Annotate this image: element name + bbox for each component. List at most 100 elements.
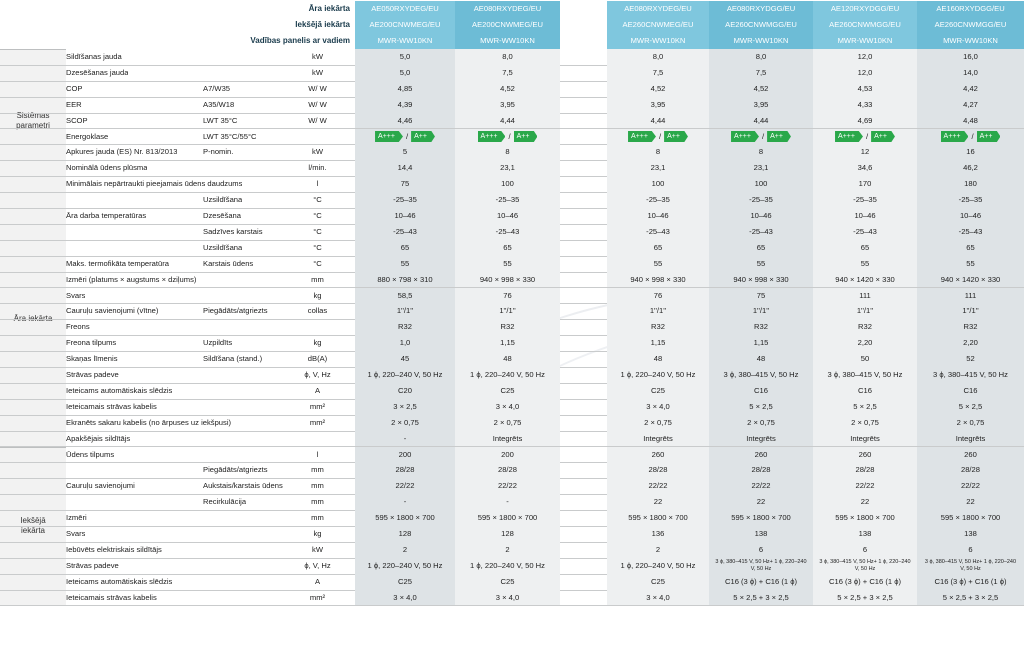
row-unit: kW bbox=[312, 67, 323, 77]
value-cell: -25–35 bbox=[813, 192, 917, 208]
value-text: 22/22 bbox=[648, 481, 668, 491]
value-text: Integrēts bbox=[492, 433, 523, 443]
value-text: 2 × 0,75 bbox=[956, 417, 985, 427]
row-label: Āra darba temperatūras bbox=[66, 211, 147, 220]
row-label: Apkures jauda (ES) Nr. 813/2013 bbox=[66, 147, 178, 157]
value-cell: 34,6 bbox=[813, 160, 917, 177]
energy-class-badges: A+++ / A++ bbox=[731, 131, 791, 142]
row-unit: mm bbox=[311, 481, 324, 491]
value-cell: 3 ϕ, 380–415 V, 50 Hz+ 1 ϕ, 220–240 V, 5… bbox=[917, 557, 1024, 574]
row-unit: °C bbox=[313, 242, 322, 252]
value-cell: 4,27 bbox=[917, 96, 1024, 113]
value-cell: 2 × 0,75 bbox=[455, 414, 560, 431]
value-cell: -25–43 bbox=[917, 223, 1024, 240]
value-text: 4,44 bbox=[650, 115, 666, 125]
value-cell: 2 × 0,75 bbox=[607, 414, 709, 431]
row-unit: ϕ, V, Hz bbox=[304, 560, 331, 570]
row-label: Strāvas padeve bbox=[66, 370, 119, 379]
value-cell: 3 × 4,0 bbox=[455, 589, 560, 606]
row-unit: l bbox=[316, 449, 319, 459]
value-text: 12,0 bbox=[857, 52, 873, 61]
value-text: 128 bbox=[501, 529, 514, 538]
value-cell: 595 × 1800 × 700 bbox=[355, 510, 455, 526]
value-text: 1,15 bbox=[500, 338, 515, 348]
table-row: Minimālais nepārtraukti pieejamais ūdens… bbox=[0, 176, 1024, 194]
row-unit: kg bbox=[313, 338, 322, 348]
value-text: 65 bbox=[966, 242, 975, 252]
value-cell: 595 × 1800 × 700 bbox=[455, 510, 560, 526]
value-text: 3,95 bbox=[500, 99, 515, 109]
value-cell: 3 ϕ, 380–415 V, 50 Hz bbox=[917, 367, 1024, 383]
value-text: 28/28 bbox=[497, 465, 517, 475]
value-text: 46,2 bbox=[963, 163, 978, 173]
value-text: 65 bbox=[653, 242, 663, 252]
value-cell: 5 × 2,5 bbox=[917, 398, 1024, 415]
table-row: Uzsildīšana °C 65 65 65 65 65 65 bbox=[0, 239, 1024, 257]
value-cell: R32 bbox=[813, 319, 917, 336]
row-sub: LWT 35°C/55°C bbox=[203, 131, 257, 141]
value-cell: 3 × 4,0 bbox=[455, 398, 560, 415]
row-label: Svars bbox=[66, 529, 86, 538]
value-cell: 7,5 bbox=[709, 64, 813, 81]
value-text: 4,44 bbox=[753, 115, 769, 125]
table-row: Cauruļu savienojumi (vītne) Piegādāts/atg… bbox=[0, 303, 1024, 321]
value-text: 940 × 1420 × 330 bbox=[835, 274, 895, 284]
value-text: 595 × 1800 × 700 bbox=[731, 513, 791, 523]
value-text: 28/28 bbox=[960, 465, 980, 475]
value-cell: 100 bbox=[607, 176, 709, 193]
row-sub: LWT 35°C bbox=[203, 115, 238, 125]
value-cell: -25–35 bbox=[917, 192, 1024, 208]
energy-separator: / bbox=[761, 131, 765, 141]
header-model-cell: AE260CNWMGG/EU bbox=[709, 17, 813, 33]
value-cell: 111 bbox=[917, 287, 1024, 304]
value-text: 55 bbox=[503, 258, 512, 268]
header-model-cell: AE080RXYDEG/EU bbox=[455, 1, 560, 17]
energy-class-badge: A++ bbox=[513, 131, 538, 142]
value-cell: 138 bbox=[813, 526, 917, 542]
value-cell: 8,0 bbox=[455, 49, 560, 65]
row-unit: l bbox=[316, 179, 319, 189]
value-text: 5 × 2,5 + 3 × 2,5 bbox=[733, 592, 789, 602]
value-cell: 1''/1'' bbox=[709, 303, 813, 320]
energy-class-badge: A++ bbox=[767, 131, 791, 142]
value-cell: 22 bbox=[607, 494, 709, 511]
value-cell: 1''/1'' bbox=[455, 303, 560, 320]
value-text: 1''/1'' bbox=[649, 306, 667, 316]
value-cell: 3,95 bbox=[709, 96, 813, 113]
row-sub: Uzsildīšana bbox=[203, 195, 243, 205]
value-cell: 3 ϕ, 380–415 V, 50 Hz+ 1 ϕ, 220–240 V, 5… bbox=[709, 557, 813, 574]
value-cell: 111 bbox=[813, 287, 917, 304]
value-text: 75 bbox=[756, 290, 766, 300]
value-text: 138 bbox=[858, 529, 872, 538]
row-unit: kW bbox=[312, 52, 323, 61]
header-model-cell: AE200CNWMEG/EU bbox=[355, 17, 455, 33]
row-unit: W/ W bbox=[308, 115, 327, 125]
value-text: 55 bbox=[860, 258, 870, 268]
value-cell: 200 bbox=[355, 446, 455, 463]
value-cell: 260 bbox=[917, 446, 1024, 463]
value-cell: 940 × 998 × 330 bbox=[455, 271, 560, 288]
value-cell: 1''/1'' bbox=[607, 303, 709, 320]
value-cell: 8 bbox=[709, 144, 813, 161]
value-text: 4,69 bbox=[857, 115, 873, 125]
value-text: 8 bbox=[758, 147, 764, 157]
value-cell: 4,46 bbox=[355, 112, 455, 129]
value-text: 1,15 bbox=[753, 338, 769, 348]
group-label-text: Āra iekārta bbox=[13, 314, 53, 324]
value-cell: 1,15 bbox=[455, 335, 560, 352]
value-cell: 2 × 0,75 bbox=[355, 414, 455, 431]
value-text: 4,27 bbox=[963, 99, 978, 109]
value-text: C25 bbox=[500, 385, 515, 395]
value-text: 55 bbox=[400, 258, 410, 268]
value-cell: 55 bbox=[813, 255, 917, 272]
header-model-cell: MWR-WW10KN bbox=[709, 33, 813, 49]
value-text: 22/22 bbox=[395, 481, 415, 491]
row-unit: °C bbox=[313, 195, 322, 205]
value-cell: 10–46 bbox=[607, 208, 709, 224]
value-cell: 1 ϕ, 220–240 V, 50 Hz bbox=[607, 367, 709, 383]
value-text: 1''/1'' bbox=[396, 306, 414, 316]
value-text: -25–35 bbox=[646, 195, 670, 205]
value-text: -25–43 bbox=[393, 226, 417, 236]
row-label: Ieteicams automātiskais slēdzis bbox=[66, 576, 173, 586]
row-label: Ieteicamais strāvas kabelis bbox=[66, 401, 157, 411]
